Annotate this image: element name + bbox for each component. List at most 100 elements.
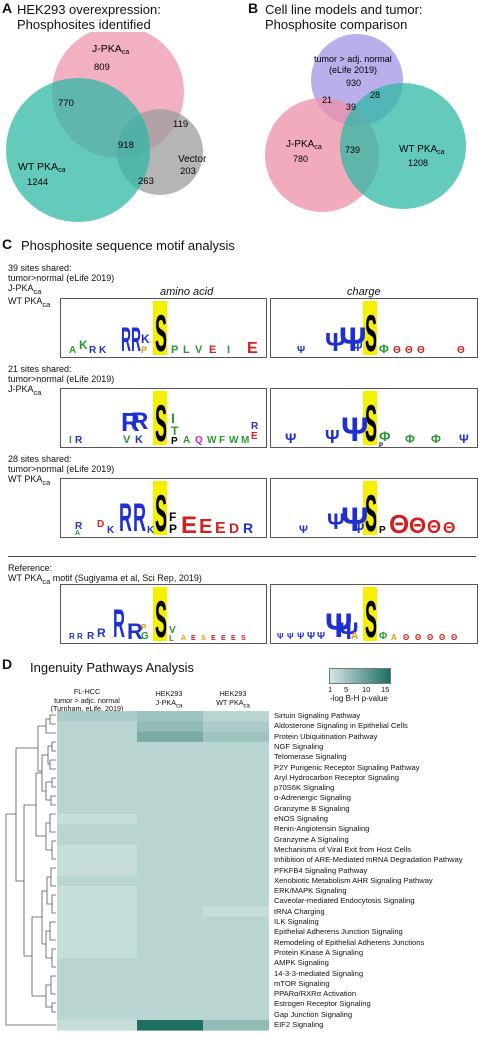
heatmap-cell xyxy=(137,999,203,1010)
heatmap-cell xyxy=(203,989,269,1000)
heatmap-row-label: Gap Junction Signaling xyxy=(274,1009,353,1019)
svg-text:R: R xyxy=(75,521,83,532)
heatmap-cell xyxy=(203,968,269,980)
svg-text:P: P xyxy=(141,345,147,355)
heatmap-cell xyxy=(57,783,137,794)
heatmap-cell xyxy=(203,772,269,784)
heatmap-cell xyxy=(57,793,137,804)
heatmap-row-label: p70S6K Signaling xyxy=(274,783,335,793)
heatmap-cell xyxy=(137,814,203,825)
heatmap-cell xyxy=(57,947,137,959)
svg-text:S: S xyxy=(365,485,377,537)
svg-text:Θ: Θ xyxy=(409,513,426,537)
heatmap-row-label: Protein Ubiquitination Pathway xyxy=(274,731,378,741)
svg-text:P: P xyxy=(141,623,147,632)
heatmap-cell xyxy=(57,937,137,949)
heatmap-col-header-3: HEK293 WT PKAca xyxy=(200,689,266,710)
heatmap-cell xyxy=(203,958,269,969)
svg-text:R: R xyxy=(121,321,131,357)
heatmap-cell xyxy=(203,917,269,928)
heatmap-cell xyxy=(137,803,203,815)
svg-text:R: R xyxy=(87,631,95,642)
motif-row2-l2: tumor>normal (eLife 2019) xyxy=(8,374,115,384)
motif-row3-l2: tumor>normal (eLife 2019) xyxy=(8,464,115,474)
heatmap-cell xyxy=(137,731,203,743)
heatmap-cell xyxy=(137,844,203,856)
heatmap-legend-tick-5: 5 xyxy=(344,685,349,694)
heatmap-row-label: Mechanisms of Viral Exit from Host Cells xyxy=(274,844,412,854)
heatmap-cell xyxy=(203,865,269,877)
svg-text:S: S xyxy=(155,591,167,643)
svg-text:Φ: Φ xyxy=(405,432,415,446)
svg-text:A: A xyxy=(183,435,190,446)
motif-row2-charge-logo: S Ψ Ψ Ψ Φ P Φ Φ Ψ xyxy=(270,388,478,453)
heatmap-cell xyxy=(57,906,137,918)
svg-text:Θ: Θ xyxy=(439,633,445,642)
svg-text:L: L xyxy=(169,634,174,643)
svg-text:E: E xyxy=(199,516,212,537)
venn-b-count-wt-only: 1208 xyxy=(408,158,428,168)
heatmap-cell xyxy=(137,886,203,897)
svg-text:Ψ: Ψ xyxy=(299,524,308,536)
svg-text:Ψ: Ψ xyxy=(297,345,305,356)
svg-text:P: P xyxy=(379,525,386,536)
heatmap-cell xyxy=(203,741,269,753)
heatmap-cell xyxy=(137,762,203,774)
venn-b-label-tumor1: tumor > adj. normal xyxy=(314,54,392,64)
svg-text:Ψ: Ψ xyxy=(353,340,363,354)
heatmap-row-labels: Sirtuin Signaling Pathway Aldosterone Sig… xyxy=(274,711,479,1031)
heatmap-cell xyxy=(203,886,269,897)
heatmap-row-label: Renin-Angiotensin Signaling xyxy=(274,824,370,834)
svg-text:R: R xyxy=(97,626,106,640)
motif-row1-l1: 39 sites shared: xyxy=(8,263,72,273)
heatmap-cell xyxy=(57,958,137,969)
svg-text:R: R xyxy=(119,496,132,537)
heatmap-cell xyxy=(57,741,137,753)
svg-text:P: P xyxy=(379,443,383,447)
heatmap-cell xyxy=(137,958,203,969)
svg-text:A: A xyxy=(75,530,80,537)
heatmap-row-label: P2Y Purigenic Receptor Signaling Pathway xyxy=(274,762,420,772)
motif-row2-amino-logo: S R R V K I R I T P A Q W F W M R E xyxy=(60,388,267,453)
motif-row2-l3: J-PKAca xyxy=(8,384,42,397)
svg-text:Ψ: Ψ xyxy=(287,632,294,641)
heatmap-dendrogram xyxy=(5,714,56,1026)
heatmap-cell xyxy=(137,896,203,907)
svg-text:F: F xyxy=(219,435,225,446)
heatmap-cell xyxy=(137,783,203,794)
heatmap-cell xyxy=(137,824,203,835)
svg-text:D: D xyxy=(97,519,104,530)
svg-text:Ψ: Ψ xyxy=(325,327,346,357)
svg-text:Q: Q xyxy=(195,435,203,446)
heatmap-cell xyxy=(203,752,269,763)
svg-text:E: E xyxy=(181,512,197,537)
svg-text:E: E xyxy=(221,635,226,642)
heatmap-cell xyxy=(137,978,203,990)
motif-row1-l2: tumor>normal (eLife 2019) xyxy=(8,273,115,283)
svg-text:Ψ: Ψ xyxy=(277,632,284,641)
heatmap-col-header-1: FL-HCC tumor > adjc. normal (Turnham, eL… xyxy=(46,687,128,714)
heatmap-row-label: 14-3-3-mediated Signaling xyxy=(274,968,364,978)
heatmap-cell xyxy=(57,927,137,938)
heatmap-cell xyxy=(57,844,137,856)
svg-text:R: R xyxy=(243,520,253,536)
svg-text:E: E xyxy=(209,344,216,356)
panel-b-title: Cell line models and tumor: Phosphosite … xyxy=(265,2,477,32)
svg-text:Ψ: Ψ xyxy=(325,427,340,447)
svg-text:E: E xyxy=(211,635,216,642)
venn-b-count-tumor-jpka: 21 xyxy=(322,95,332,105)
svg-text:E: E xyxy=(251,431,258,442)
svg-text:Ψ: Ψ xyxy=(459,432,469,446)
heatmap-col3-l2: WT PKAca xyxy=(216,697,250,709)
svg-text:K: K xyxy=(147,525,155,536)
venn-b-label-jpka: J-PKAca xyxy=(286,139,322,151)
svg-text:R: R xyxy=(69,632,75,641)
venn-a-count-wt-only: 1244 xyxy=(27,177,48,188)
svg-text:V: V xyxy=(195,344,203,356)
heatmap-cell xyxy=(57,968,137,980)
heatmap-cell xyxy=(203,906,269,918)
heatmap-cell xyxy=(137,917,203,928)
heatmap-cell xyxy=(57,772,137,784)
svg-text:I: I xyxy=(227,344,230,356)
motif-row2-label: 21 sites shared: tumor>normal (eLife 201… xyxy=(8,364,114,397)
